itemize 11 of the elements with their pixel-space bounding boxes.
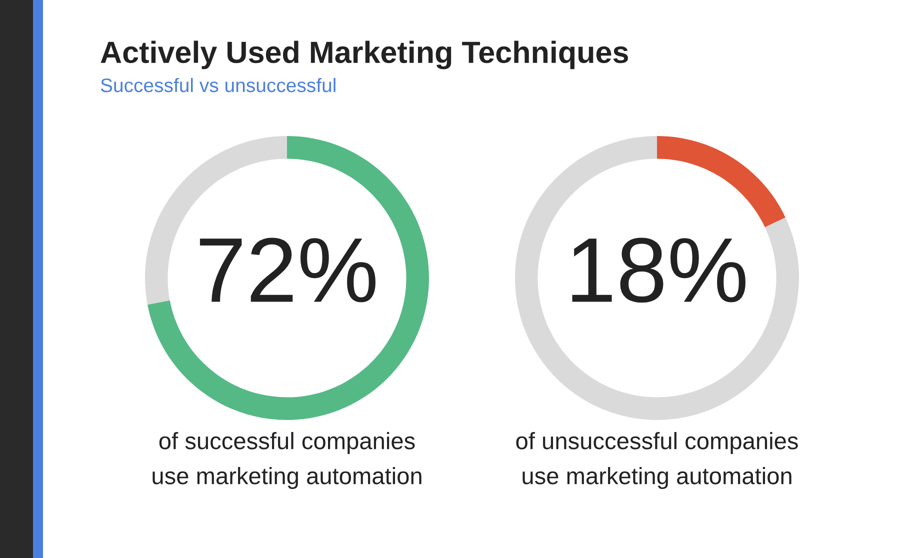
donut-slice <box>657 136 786 228</box>
data-label: 72% <box>200 238 376 302</box>
donut-slice <box>148 136 429 420</box>
chart-subtitle: Successful vs unsuccessful <box>100 78 336 92</box>
text: use marketing automation <box>152 466 422 490</box>
data-label: 18% <box>572 238 746 303</box>
chart-title: Actively Used Marketing Techniques <box>100 40 628 70</box>
donut-slice <box>515 136 799 420</box>
text: of unsuccessful companies <box>516 432 798 454</box>
text: of successful companies <box>159 432 415 454</box>
text: use marketing automation <box>522 466 792 490</box>
